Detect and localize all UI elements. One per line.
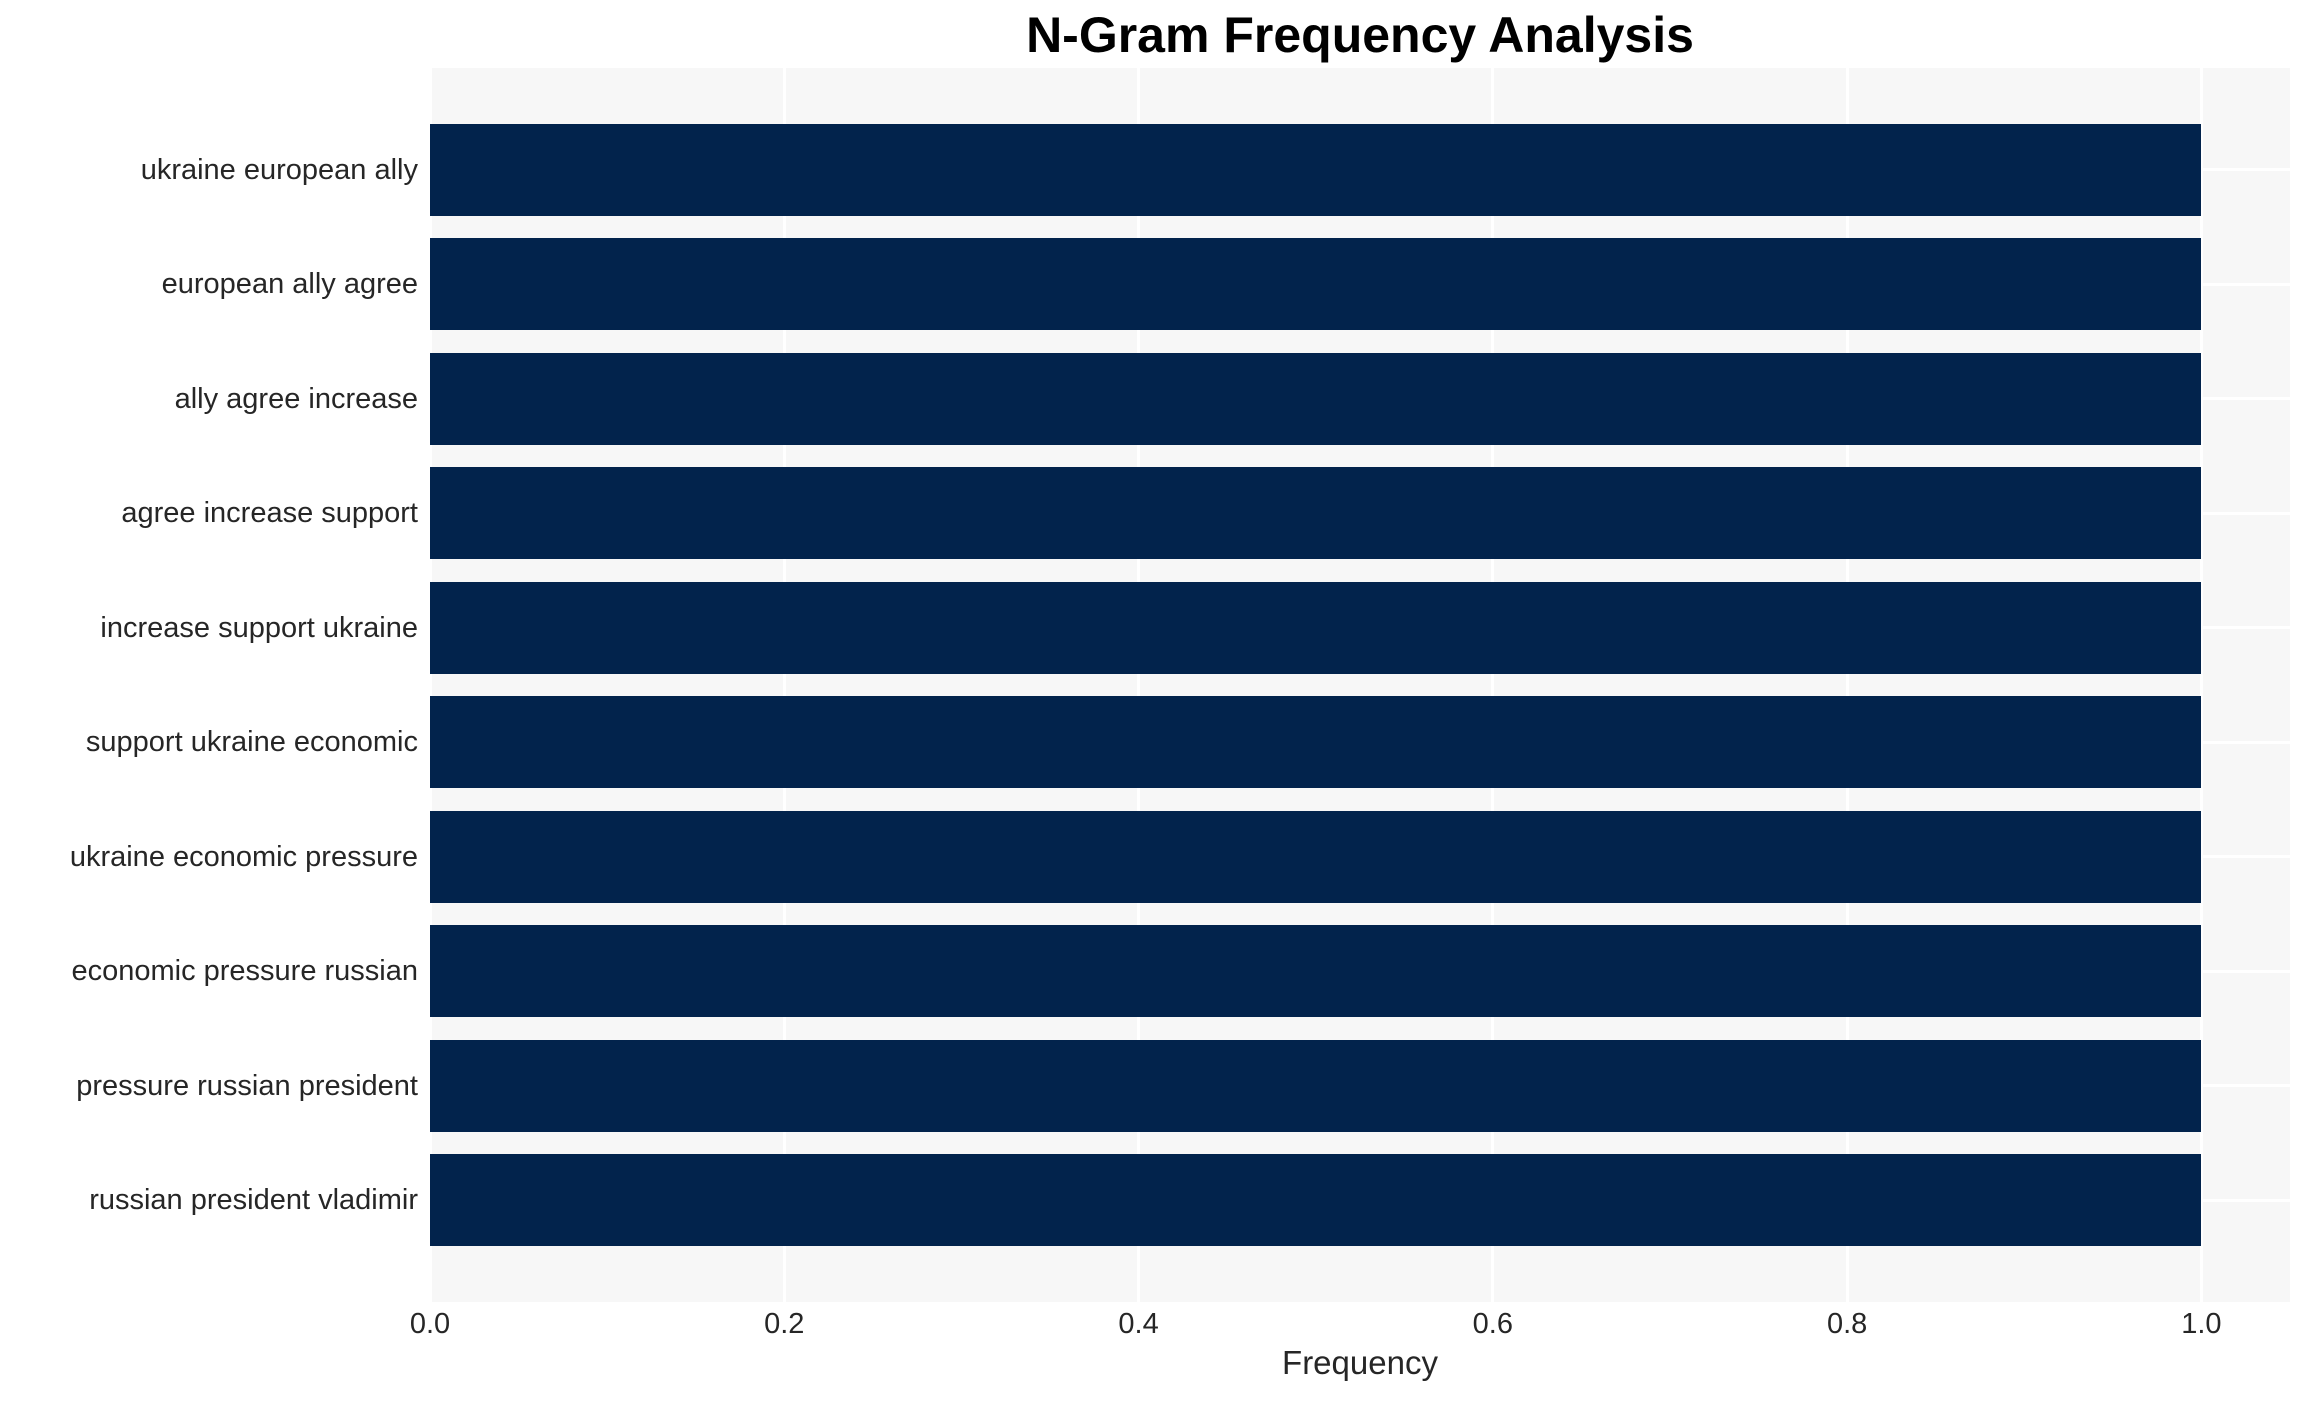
bar xyxy=(430,238,2202,331)
y-tick-label: pressure russian president xyxy=(76,1069,418,1102)
y-tick-label: european ally agree xyxy=(161,268,418,301)
x-tick-label: 0.4 xyxy=(1118,1308,1159,1340)
chart-title: N-Gram Frequency Analysis xyxy=(1026,7,1694,63)
bar xyxy=(430,123,2202,216)
bar xyxy=(430,810,2202,903)
x-tick-label: 0.8 xyxy=(1826,1308,1868,1340)
x-tick-label: 1.0 xyxy=(2181,1308,2222,1340)
bar xyxy=(430,467,2202,560)
y-tick-label: ukraine economic pressure xyxy=(69,840,418,873)
bar xyxy=(430,1154,2202,1247)
y-tick-label: ally agree increase xyxy=(174,382,418,415)
bar xyxy=(430,581,2202,674)
x-gridline xyxy=(1491,68,1495,1302)
x-gridline xyxy=(1137,68,1141,1302)
y-tick-label: support ukraine economic xyxy=(85,726,418,759)
y-tick-label: agree increase support xyxy=(121,497,418,530)
x-axis-title: Frequency xyxy=(1282,1344,1438,1381)
bar xyxy=(430,352,2202,445)
y-tick-label: economic pressure russian xyxy=(71,955,418,988)
y-tick-label: ukraine european ally xyxy=(140,153,418,186)
x-gridline xyxy=(430,68,432,1302)
x-tick-label: 0.2 xyxy=(764,1308,805,1340)
x-gridline xyxy=(1845,68,1849,1302)
plot-area xyxy=(430,68,2290,1302)
bar xyxy=(430,1039,2202,1132)
x-tick-label: 0.6 xyxy=(1472,1308,1513,1340)
x-gridline xyxy=(2199,68,2203,1302)
bar xyxy=(430,925,2202,1018)
x-gridline xyxy=(782,68,786,1302)
bar xyxy=(430,696,2202,789)
y-tick-label: increase support ukraine xyxy=(100,611,418,644)
x-tick-label: 0.0 xyxy=(409,1308,451,1340)
y-tick-label: russian president vladimir xyxy=(89,1184,418,1217)
